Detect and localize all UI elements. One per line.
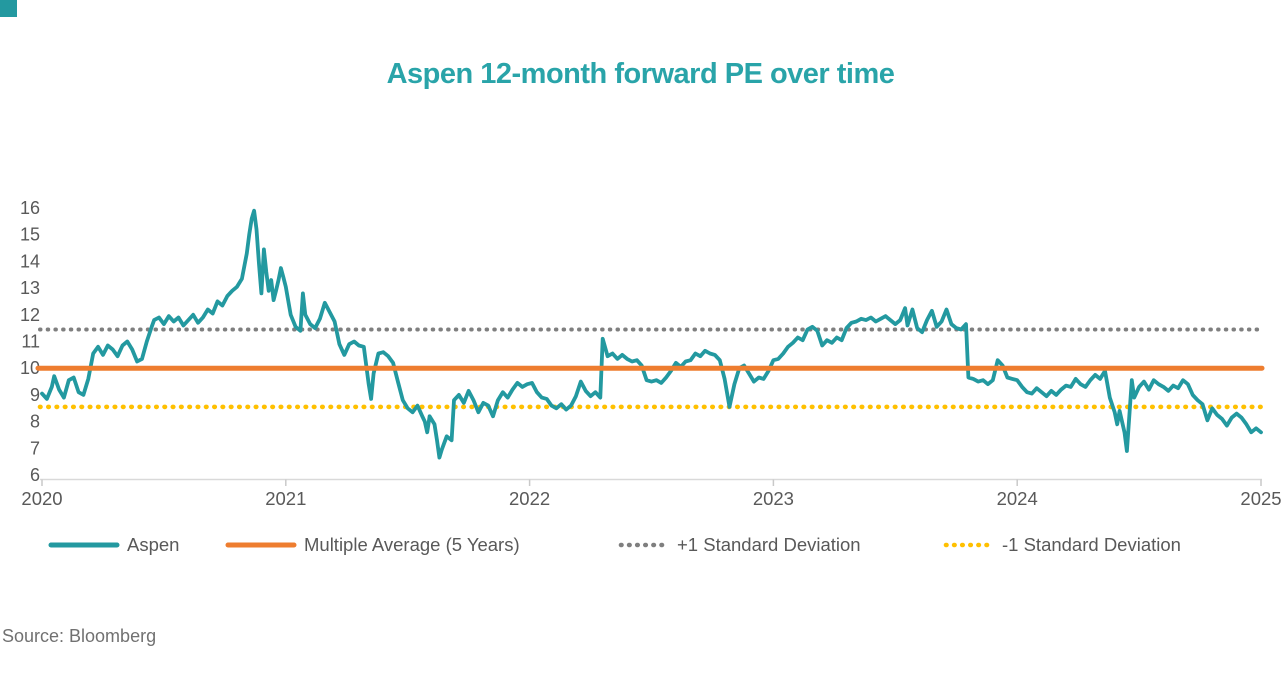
chart-title: Aspen 12-month forward PE over time <box>386 58 895 90</box>
x-tick-label: 2022 <box>509 488 550 509</box>
y-tick-label: 15 <box>20 225 40 245</box>
y-tick-label: 6 <box>30 465 40 485</box>
brand-corner-mark <box>0 0 17 17</box>
x-tick-label: 2023 <box>753 488 794 509</box>
legend-label-minus1-stdev: -1 Standard Deviation <box>1002 534 1181 555</box>
y-tick-label: 8 <box>30 412 40 432</box>
legend-item-plus1-stdev: +1 Standard Deviation <box>618 531 861 559</box>
x-tick-label: 2025 <box>1240 488 1281 509</box>
y-tick-label: 11 <box>21 332 40 352</box>
legend-label-multiple-average: Multiple Average (5 Years) <box>304 534 520 555</box>
minus1-stdev-dotted-swatch <box>943 542 995 548</box>
legend-item-aspen: Aspen <box>48 531 179 559</box>
x-tick-label: 2024 <box>997 488 1038 509</box>
legend-label-aspen: Aspen <box>127 534 180 555</box>
y-tick-label: 13 <box>20 278 40 298</box>
y-tick-label: 10 <box>20 358 40 378</box>
plus1-stdev-dotted-swatch <box>618 542 670 548</box>
legend-item-multiple-average: Multiple Average (5 Years) <box>225 531 520 559</box>
chart-legend: Aspen Multiple Average (5 Years) +1 Stan… <box>0 531 1281 559</box>
legend-item-minus1-stdev: -1 Standard Deviation <box>943 531 1181 559</box>
y-tick-label: 12 <box>20 305 40 325</box>
x-tick-label: 2021 <box>265 488 306 509</box>
source-note: Source: Bloomberg <box>2 626 157 646</box>
aspen-series-line <box>40 208 1263 460</box>
y-tick-label: 14 <box>20 251 40 271</box>
aspen-line-swatch <box>48 542 120 548</box>
y-tick-label: 16 <box>20 198 40 218</box>
y-tick-label: 7 <box>30 438 40 458</box>
legend-label-plus1-stdev: +1 Standard Deviation <box>677 534 861 555</box>
pe-line-chart: 2020 2021 2022 2023 2024 2025 6 7 8 9 10 11 12 13 14 15… <box>20 198 1281 509</box>
x-tick-label: 2020 <box>21 488 62 509</box>
y-tick-label: 9 <box>30 385 40 405</box>
average-line-swatch <box>225 542 297 548</box>
